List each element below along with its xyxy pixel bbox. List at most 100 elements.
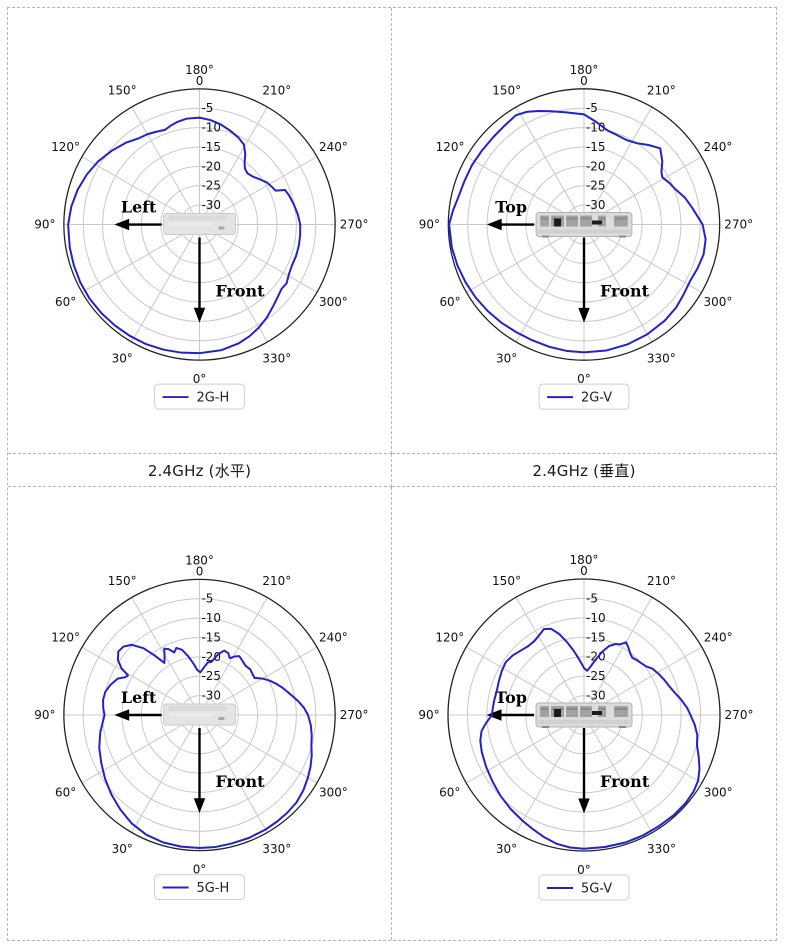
svg-text:-30: -30 bbox=[201, 198, 221, 212]
legend-2g-v: 2G-V bbox=[538, 383, 630, 410]
angular-tick-labels: 0° 30° 60° 90° 120° 150° 180° 210° 240° 270° 300° 3… bbox=[419, 63, 753, 386]
caption-2g-vertical: 2.4GHz (垂直) bbox=[392, 454, 776, 487]
radiation-curve-2g-v bbox=[448, 109, 707, 354]
svg-text:-25: -25 bbox=[201, 179, 221, 193]
svg-text:0°: 0° bbox=[193, 372, 207, 386]
figure-table: 0° 30° 60° 90° 120° 150° 180° 210° 240° 270° 300° 3… bbox=[7, 7, 777, 941]
polar-chart-5g-v: 0° 30° 60° 90° 120° 150° 180° 210° 240° 270° 300° 3… bbox=[418, 553, 753, 901]
svg-text:0: 0 bbox=[196, 564, 204, 578]
svg-text:-25: -25 bbox=[586, 669, 606, 683]
svg-text:270°: 270° bbox=[340, 708, 369, 722]
angular-tick-labels: 0° 30° 60° 90° 120° 150° 180° 210° 240° 270° 300° 3… bbox=[34, 553, 368, 876]
svg-text:180°: 180° bbox=[570, 63, 599, 77]
svg-text:300°: 300° bbox=[319, 295, 348, 309]
svg-text:60°: 60° bbox=[55, 785, 76, 799]
svg-text:-20: -20 bbox=[201, 159, 221, 173]
svg-text:30°: 30° bbox=[496, 842, 517, 856]
chart-cell-2g-h: 0° 30° 60° 90° 120° 150° 180° 210° 240° 270° 300° 3… bbox=[8, 8, 392, 454]
front-arrow-label: Front bbox=[600, 772, 650, 791]
svg-text:-10: -10 bbox=[201, 611, 221, 625]
svg-text:240°: 240° bbox=[319, 631, 348, 645]
svg-text:-15: -15 bbox=[201, 630, 221, 644]
front-arrow-icon bbox=[578, 237, 590, 323]
side-arrow-label: Top bbox=[495, 688, 527, 707]
chart-cell-2g-v: 0° 30° 60° 90° 120° 150° 180° 210° 240° 270° 300° 3… bbox=[392, 8, 776, 454]
svg-text:-20: -20 bbox=[201, 650, 221, 664]
svg-text:90°: 90° bbox=[419, 218, 440, 232]
front-arrow-label: Front bbox=[215, 281, 265, 300]
svg-text:30°: 30° bbox=[112, 842, 133, 856]
svg-text:-30: -30 bbox=[586, 198, 606, 212]
svg-text:180°: 180° bbox=[185, 553, 214, 567]
svg-text:270°: 270° bbox=[724, 218, 753, 232]
svg-text:150°: 150° bbox=[492, 574, 521, 588]
polar-chart-5g-h: 0° 30° 60° 90° 120° 150° 180° 210° 240° 270° 300° 3… bbox=[34, 553, 368, 901]
svg-text:150°: 150° bbox=[108, 84, 137, 98]
svg-text:180°: 180° bbox=[185, 63, 214, 77]
outer-ring bbox=[63, 578, 336, 852]
left-arrow-icon bbox=[114, 709, 162, 721]
svg-text:90°: 90° bbox=[34, 218, 55, 232]
svg-text:330°: 330° bbox=[647, 351, 676, 365]
front-arrow-label: Front bbox=[600, 281, 650, 300]
svg-text:90°: 90° bbox=[34, 708, 55, 722]
legend-5g-h: 5G-H bbox=[154, 874, 245, 901]
svg-text:90°: 90° bbox=[418, 708, 439, 722]
front-arrow-label: Front bbox=[215, 772, 265, 791]
legend-label: 5G-V bbox=[581, 882, 612, 897]
legend-2g-h: 2G-H bbox=[154, 383, 245, 410]
svg-text:300°: 300° bbox=[704, 295, 733, 309]
legend-label: 5G-H bbox=[197, 881, 230, 896]
svg-text:0: 0 bbox=[580, 564, 588, 578]
svg-text:60°: 60° bbox=[55, 295, 76, 309]
svg-text:330°: 330° bbox=[262, 842, 291, 856]
svg-text:330°: 330° bbox=[647, 842, 676, 856]
legend-label: 2G-H bbox=[197, 391, 230, 406]
svg-text:-10: -10 bbox=[586, 611, 606, 625]
svg-text:0: 0 bbox=[580, 74, 588, 88]
svg-text:-5: -5 bbox=[586, 591, 598, 605]
svg-text:60°: 60° bbox=[439, 295, 460, 309]
chart-cell-5g-h: 0° 30° 60° 90° 120° 150° 180° 210° 240° 270° 300° 3… bbox=[8, 487, 392, 940]
router-rear-view-image bbox=[535, 702, 633, 728]
svg-text:-5: -5 bbox=[201, 101, 213, 115]
top-arrow-icon bbox=[486, 709, 534, 721]
svg-text:-20: -20 bbox=[586, 159, 606, 173]
svg-text:120°: 120° bbox=[51, 140, 80, 154]
svg-text:-30: -30 bbox=[201, 689, 221, 703]
side-arrow-label: Left bbox=[121, 688, 157, 707]
svg-text:210°: 210° bbox=[647, 84, 676, 98]
side-arrow-label: Top bbox=[495, 198, 527, 217]
svg-text:240°: 240° bbox=[704, 140, 733, 154]
router-top-view-image bbox=[163, 703, 236, 726]
polar-chart-2g-v: 0° 30° 60° 90° 120° 150° 180° 210° 240° 270° 300° 3… bbox=[419, 63, 753, 410]
svg-text:120°: 120° bbox=[51, 631, 80, 645]
svg-text:240°: 240° bbox=[319, 140, 348, 154]
radiation-curve-5g-h bbox=[98, 643, 313, 849]
svg-text:330°: 330° bbox=[262, 351, 291, 365]
caption-2g-horizontal: 2.4GHz (水平) bbox=[8, 454, 392, 487]
angular-tick-labels: 0° 30° 60° 90° 120° 150° 180° 210° 240° 270° 300° 3… bbox=[418, 553, 753, 877]
svg-text:270°: 270° bbox=[725, 708, 754, 722]
svg-text:120°: 120° bbox=[436, 140, 465, 154]
svg-text:30°: 30° bbox=[112, 351, 133, 365]
outer-ring bbox=[447, 578, 721, 852]
svg-text:-5: -5 bbox=[586, 101, 598, 115]
radial-tick-labels: 0-5-10-15-20-25-30 bbox=[196, 74, 221, 212]
radial-tick-labels: 0-5-10-15-20-25-30 bbox=[580, 564, 605, 703]
svg-text:120°: 120° bbox=[435, 631, 464, 645]
svg-text:-5: -5 bbox=[201, 592, 213, 606]
radiation-curve-2g-h bbox=[67, 116, 302, 355]
chart-cell-5g-v: 0° 30° 60° 90° 120° 150° 180° 210° 240° 270° 300° 3… bbox=[392, 487, 776, 940]
router-rear-view-image bbox=[535, 212, 633, 238]
outer-ring bbox=[63, 88, 336, 361]
svg-text:-25: -25 bbox=[586, 179, 606, 193]
svg-text:210°: 210° bbox=[262, 574, 291, 588]
caption-text-right: 2.4GHz (垂直) bbox=[532, 461, 636, 480]
router-top-view-image bbox=[163, 213, 236, 235]
svg-text:30°: 30° bbox=[496, 351, 517, 365]
radial-tick-labels: 0-5-10-15-20-25-30 bbox=[196, 564, 221, 702]
svg-text:240°: 240° bbox=[704, 631, 733, 645]
svg-text:300°: 300° bbox=[319, 785, 348, 799]
radial-tick-labels: 0-5-10-15-20-25-30 bbox=[580, 74, 605, 212]
